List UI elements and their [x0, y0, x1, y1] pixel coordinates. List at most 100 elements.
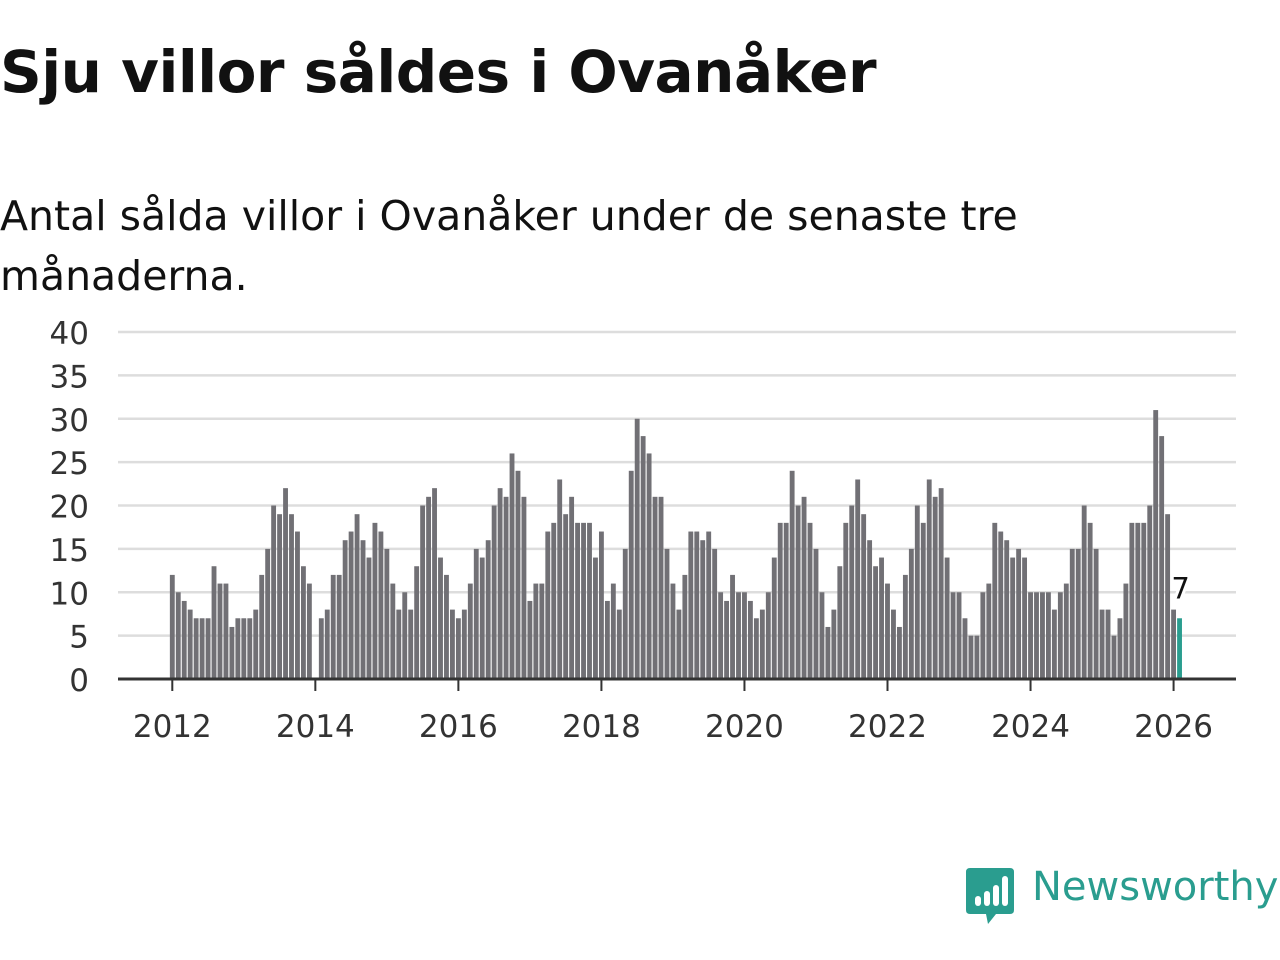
bar: [837, 566, 843, 679]
bar: [527, 600, 533, 679]
bar: [1129, 522, 1135, 679]
bar: [891, 609, 896, 679]
bar: [885, 583, 890, 679]
bar: [598, 531, 604, 679]
bar: [664, 548, 670, 680]
bar: [604, 600, 610, 679]
chart-title: Sju villor såldes i Ovanåker: [0, 38, 877, 106]
bar: [378, 531, 384, 679]
bar: [539, 583, 545, 679]
bar: [914, 505, 920, 679]
bar: [1147, 505, 1153, 679]
bar: [896, 626, 902, 679]
bar: [300, 566, 306, 679]
bar: [485, 540, 491, 679]
bar: [628, 470, 634, 679]
bar: [622, 548, 628, 680]
x-tick-label: 2014: [276, 709, 355, 745]
bar: [396, 609, 402, 679]
y-tick-label: 15: [50, 533, 89, 569]
bar: [521, 496, 527, 679]
bar: [277, 514, 283, 679]
bar: [724, 600, 730, 679]
bar: [771, 557, 777, 679]
bar: [390, 583, 396, 679]
bar: [867, 540, 873, 679]
bar: [706, 531, 712, 679]
bar: [1165, 514, 1171, 679]
bar: [616, 609, 622, 679]
newsworthy-logo-icon: [966, 868, 1014, 924]
bar: [926, 479, 932, 679]
bar: [736, 592, 741, 679]
bar: [187, 609, 193, 679]
bar: [962, 618, 968, 679]
bar: [1087, 522, 1093, 679]
y-tick-label: 25: [50, 446, 89, 482]
bar: [306, 583, 312, 679]
bar: [932, 496, 938, 679]
x-axis-ticks: 2012 2014 2016 2018 2020 2022 2024 2026: [133, 679, 1213, 745]
bar: [1123, 583, 1129, 679]
bar: [753, 618, 759, 679]
bar: [610, 583, 616, 679]
bar: [783, 522, 789, 679]
bar: [509, 453, 515, 679]
bar: [807, 522, 813, 679]
bar: [670, 583, 676, 679]
bar: [801, 496, 807, 679]
bar: [1153, 410, 1159, 679]
bar: [289, 514, 294, 679]
x-tick-label: 2026: [1134, 709, 1213, 745]
bar-highlight: [1177, 618, 1182, 679]
bar: [533, 583, 539, 679]
bar: [259, 574, 265, 679]
bar: [1069, 548, 1075, 680]
bar: [694, 531, 700, 679]
bar: [1159, 436, 1165, 679]
bar: [467, 583, 473, 679]
bar: [1028, 592, 1033, 679]
bar: [1075, 548, 1081, 680]
bar: [980, 592, 986, 679]
bar: [873, 566, 879, 679]
bar: [879, 557, 884, 679]
bar: [193, 618, 199, 679]
y-tick-label: 20: [50, 490, 89, 526]
bar: [1099, 609, 1105, 679]
bar: [658, 496, 664, 679]
bar: [813, 548, 819, 680]
bar: [169, 574, 175, 679]
bar: [265, 548, 271, 680]
x-tick-label: 2022: [848, 709, 927, 745]
bar: [324, 609, 330, 679]
bar: [211, 566, 217, 679]
bar: [676, 609, 682, 679]
bar: [503, 496, 509, 679]
bar: [587, 522, 592, 679]
bar: [473, 548, 479, 680]
bar: [414, 566, 420, 679]
bar: [497, 488, 503, 679]
bar: [1010, 557, 1016, 679]
bar: [759, 609, 765, 679]
bar: [223, 583, 229, 679]
bar: [747, 600, 753, 679]
bar: [432, 488, 437, 679]
bar: [938, 488, 944, 679]
bar: [402, 592, 408, 679]
bar: [1093, 548, 1099, 680]
bar-chart: 0 5 10 15 20 25 30 35 40 2012 2014 2016 2018 2020 202…: [50, 316, 1236, 745]
bar: [718, 592, 724, 679]
bar: [408, 609, 414, 679]
bar: [819, 592, 825, 679]
bar: [318, 618, 324, 679]
bar: [849, 505, 855, 679]
bar: [575, 522, 581, 679]
bar: [479, 557, 485, 679]
bar: [354, 514, 360, 679]
bar: [342, 540, 348, 679]
bar: [1057, 592, 1063, 679]
bar: [1034, 592, 1039, 679]
bar: [247, 618, 253, 679]
